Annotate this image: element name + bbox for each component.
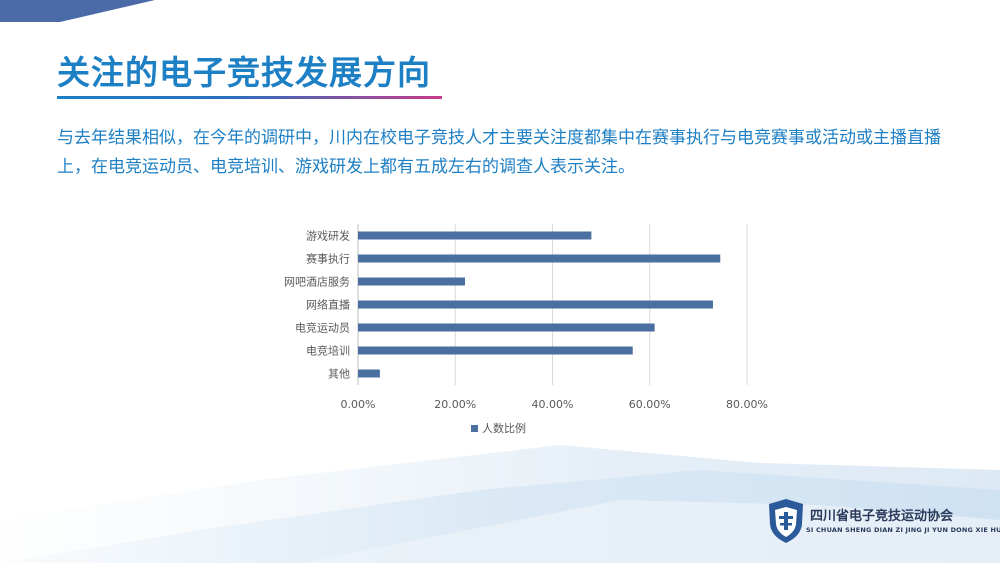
legend-swatch <box>471 425 478 432</box>
logo-subtitle: SI CHUAN SHENG DIAN ZI JING JI YUN DONG … <box>806 526 1000 534</box>
category-label: 电竞运动员 <box>295 321 350 335</box>
bar <box>358 277 465 286</box>
category-label: 电竞培训 <box>306 344 350 358</box>
x-tick-label: 60.00% <box>629 398 671 411</box>
intro-paragraph: 与去年结果相似，在今年的调研中，川内在校电子竞技人才主要关注度都集中在赛事执行与… <box>57 128 941 177</box>
x-tick-label: 20.00% <box>434 398 476 411</box>
bar <box>358 346 633 355</box>
x-tick-label: 80.00% <box>726 398 768 411</box>
category-label: 游戏研发 <box>306 229 350 243</box>
x-tick-label: 40.00% <box>532 398 574 411</box>
logo-name: 四川省电子竞技运动协会 <box>810 509 954 524</box>
x-tick-label: 0.00% <box>341 398 376 411</box>
category-label: 网络直播 <box>306 298 350 312</box>
category-label: 其他 <box>328 368 350 381</box>
category-label: 网吧酒店服务 <box>284 275 350 289</box>
bar <box>358 323 655 332</box>
bar <box>358 231 592 240</box>
title-underline <box>57 96 442 99</box>
bar <box>358 300 713 309</box>
category-label: 赛事执行 <box>306 252 350 266</box>
bar <box>358 369 380 378</box>
association-logo <box>769 499 803 543</box>
legend-label: 人数比例 <box>482 421 526 435</box>
page-title: 关注的电子竞技发展方向 <box>57 53 431 92</box>
bar <box>358 254 721 263</box>
